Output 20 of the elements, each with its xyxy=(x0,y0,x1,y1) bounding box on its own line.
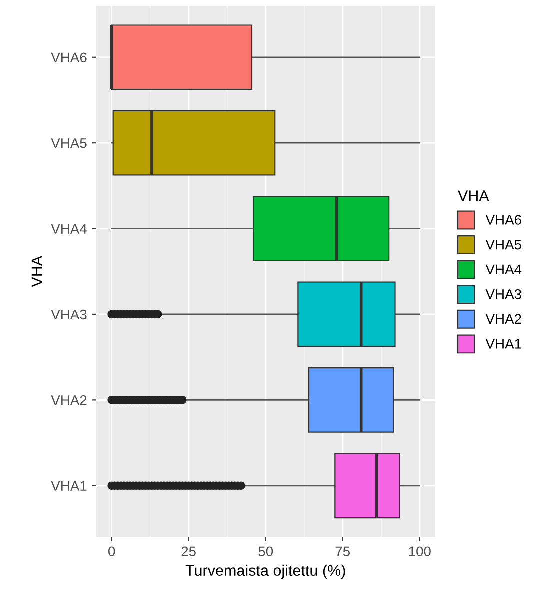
x-axis-title: Turvemaista ojitettu (%) xyxy=(186,564,346,580)
legend-label: VHA1 xyxy=(486,339,522,349)
legend-label: VHA6 xyxy=(486,215,522,225)
y-tick-label: VHA1 xyxy=(51,481,87,491)
x-tick-label: 75 xyxy=(336,546,350,557)
y-tick-label: VHA5 xyxy=(51,138,87,148)
legend-label: VHA4 xyxy=(486,264,522,274)
legend-title: VHA xyxy=(458,190,490,202)
x-tick-label: 0 xyxy=(108,546,116,557)
y-tick-label: VHA4 xyxy=(51,224,87,234)
legend-label: VHA2 xyxy=(486,314,522,324)
y-tick-label: VHA3 xyxy=(51,310,87,320)
y-tick-label: VHA2 xyxy=(51,396,87,406)
y-tick-label: VHA6 xyxy=(51,52,87,63)
x-tick-label: 100 xyxy=(409,546,431,557)
x-tick-label: 50 xyxy=(258,546,274,557)
legend-label: VHA5 xyxy=(486,240,522,250)
x-tick-label: 25 xyxy=(182,546,196,557)
y-axis-title: VHA xyxy=(32,256,42,288)
legend-label: VHA3 xyxy=(486,289,522,300)
